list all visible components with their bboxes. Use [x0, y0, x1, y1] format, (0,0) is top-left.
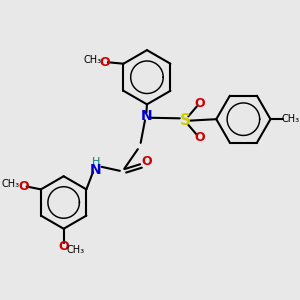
- Text: O: O: [142, 155, 152, 169]
- Text: H: H: [92, 157, 100, 167]
- Text: O: O: [194, 97, 205, 110]
- Text: O: O: [194, 131, 205, 144]
- Text: N: N: [141, 109, 152, 123]
- Text: CH₃: CH₃: [83, 55, 101, 65]
- Text: O: O: [100, 56, 110, 69]
- Text: S: S: [179, 113, 191, 128]
- Text: O: O: [58, 240, 69, 253]
- Text: CH₃: CH₃: [281, 114, 299, 124]
- Text: O: O: [18, 180, 28, 193]
- Text: CH₃: CH₃: [67, 245, 85, 255]
- Text: N: N: [90, 163, 102, 177]
- Text: CH₃: CH₃: [2, 179, 20, 189]
